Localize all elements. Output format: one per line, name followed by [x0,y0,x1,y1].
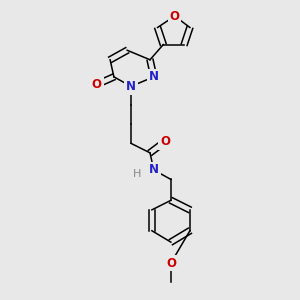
Text: H: H [133,169,141,179]
Text: N: N [126,80,136,93]
Text: N: N [149,164,159,176]
Text: O: O [166,256,176,269]
Text: O: O [92,78,102,91]
Text: O: O [170,10,180,22]
Text: N: N [149,70,159,83]
Text: O: O [160,135,170,148]
